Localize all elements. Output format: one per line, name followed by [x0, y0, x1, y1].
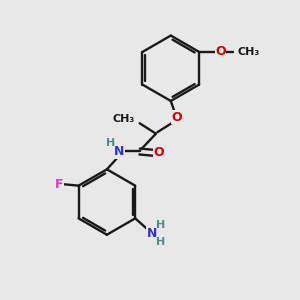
- Text: H: H: [156, 236, 165, 247]
- Text: CH₃: CH₃: [113, 114, 135, 124]
- Text: CH₃: CH₃: [238, 47, 260, 57]
- Text: O: O: [171, 111, 182, 124]
- Text: N: N: [146, 227, 157, 240]
- Text: N: N: [114, 145, 124, 158]
- Text: H: H: [106, 138, 116, 148]
- Text: O: O: [154, 146, 164, 160]
- Text: H: H: [156, 220, 165, 230]
- Text: F: F: [55, 178, 64, 191]
- Text: O: O: [215, 45, 226, 58]
